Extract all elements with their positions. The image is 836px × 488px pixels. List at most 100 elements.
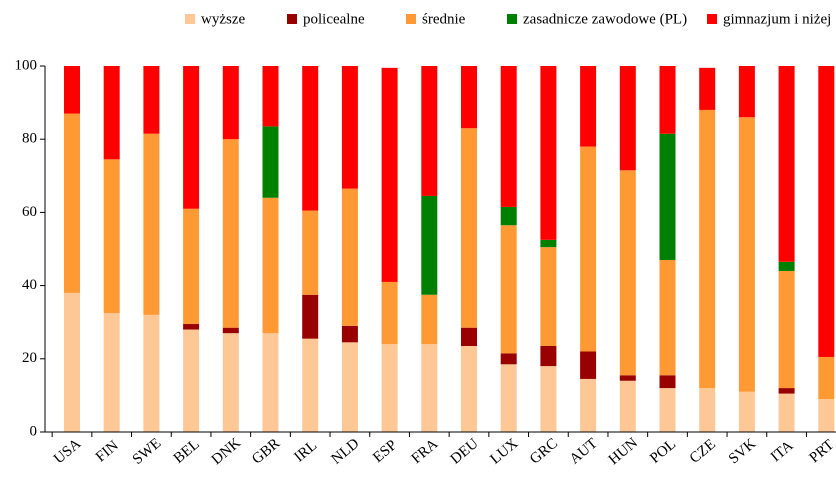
y-tick-label: 40 — [22, 277, 37, 293]
legend-label: średnie — [422, 11, 466, 27]
legend-label: policealne — [303, 11, 365, 27]
x-tick-label: ITA — [768, 438, 797, 466]
bar-segment — [262, 126, 279, 198]
bar-segment — [461, 128, 477, 328]
x-tick-label: LUX — [487, 435, 521, 467]
bar-segment — [222, 139, 239, 328]
bar-segment — [619, 170, 636, 376]
bar-segment — [659, 259, 676, 376]
bar-segment — [183, 329, 200, 432]
bar-segment — [461, 66, 477, 129]
bar-segment — [738, 117, 755, 392]
bar-segment — [302, 338, 319, 432]
x-tick-label: GBR — [249, 436, 283, 468]
bar-segment — [619, 375, 636, 381]
bar-segment — [222, 333, 239, 432]
bar-segment — [381, 67, 398, 282]
x-tick-label: DEU — [448, 435, 482, 467]
bar-segment — [659, 388, 676, 432]
bar-segment — [262, 333, 279, 432]
bar-segment — [699, 67, 716, 110]
bar-segment — [64, 66, 80, 114]
legend-label: wyższe — [201, 11, 245, 27]
bar-segment — [738, 66, 755, 118]
bar-segment — [143, 133, 160, 315]
bar-segment — [580, 146, 597, 352]
bar-segment — [64, 113, 80, 293]
bar-segment — [302, 66, 319, 211]
bar-segment — [341, 188, 358, 326]
x-tick-label: FIN — [93, 438, 122, 466]
bar-segment — [262, 66, 279, 127]
bar-segment — [659, 133, 676, 260]
bar-segment — [540, 345, 557, 367]
bar-segment — [619, 66, 636, 171]
x-tick-label: SVK — [726, 436, 759, 468]
bar-segment — [302, 210, 319, 295]
bar-segment — [103, 159, 120, 314]
bar-segment — [461, 345, 477, 432]
x-tick-label: USA — [51, 436, 84, 468]
bar-segment — [64, 292, 80, 432]
bar-segment — [699, 109, 716, 389]
bar-segment — [580, 378, 597, 432]
bar-segment — [183, 66, 200, 209]
legend-swatch — [287, 14, 297, 24]
bar-segment — [222, 66, 239, 140]
x-tick-label: ESP — [370, 437, 400, 466]
bar-segment — [818, 66, 835, 357]
bar-segment — [143, 314, 160, 432]
x-tick-label: DNK — [209, 435, 244, 468]
bar-segment — [500, 66, 517, 207]
bar-segment — [103, 313, 120, 432]
bar-segment — [461, 327, 477, 346]
x-tick-label: POL — [647, 436, 679, 466]
y-tick-label: 20 — [22, 350, 37, 366]
bar-segment — [818, 356, 835, 400]
bar-segment — [540, 239, 557, 248]
y-tick-label: 80 — [22, 131, 37, 147]
y-tick-label: 60 — [22, 204, 37, 220]
bar-segment — [421, 344, 438, 432]
bar-segment — [421, 294, 438, 345]
bar-segment — [341, 325, 358, 343]
x-tick-label: IRL — [291, 438, 320, 466]
bar-segment — [659, 66, 676, 134]
bar-segment — [302, 294, 319, 339]
bar-segment — [778, 393, 795, 432]
bar-segment — [738, 391, 755, 432]
bar-segment — [540, 247, 557, 346]
x-tick-label: PRT — [807, 437, 836, 466]
x-tick-label: HUN — [606, 435, 641, 468]
bar-segment — [500, 225, 517, 354]
x-tick-label: AUT — [567, 436, 601, 468]
bar-segment — [421, 195, 438, 295]
bar-segment — [778, 388, 795, 394]
bar-segment — [381, 281, 398, 345]
legend-swatch — [406, 14, 416, 24]
bar-segment — [580, 351, 597, 379]
bar-segment — [183, 208, 200, 325]
x-tick-label: SWE — [130, 435, 165, 468]
bar-segment — [143, 66, 160, 134]
bar-segment — [540, 366, 557, 432]
bar-segment — [500, 206, 517, 226]
bar-segment — [619, 380, 636, 432]
bar-segment — [778, 261, 795, 271]
bar-segment — [540, 66, 557, 240]
bar-segment — [818, 399, 835, 432]
bar-segment — [262, 197, 279, 334]
bar-segment — [699, 388, 716, 432]
bar-segment — [222, 327, 239, 334]
bar-segment — [778, 66, 795, 262]
x-tick-label: NLD — [329, 435, 363, 467]
legend-label: zasadnicze zawodowe (PL) — [523, 11, 687, 27]
bar-segment — [500, 353, 517, 365]
bar-segment — [103, 66, 120, 160]
x-tick-label: GRC — [527, 436, 561, 468]
y-tick-label: 0 — [30, 423, 38, 439]
bar-segment — [341, 342, 358, 432]
bar-segment — [580, 66, 597, 147]
x-tick-label: BEL — [171, 436, 203, 466]
